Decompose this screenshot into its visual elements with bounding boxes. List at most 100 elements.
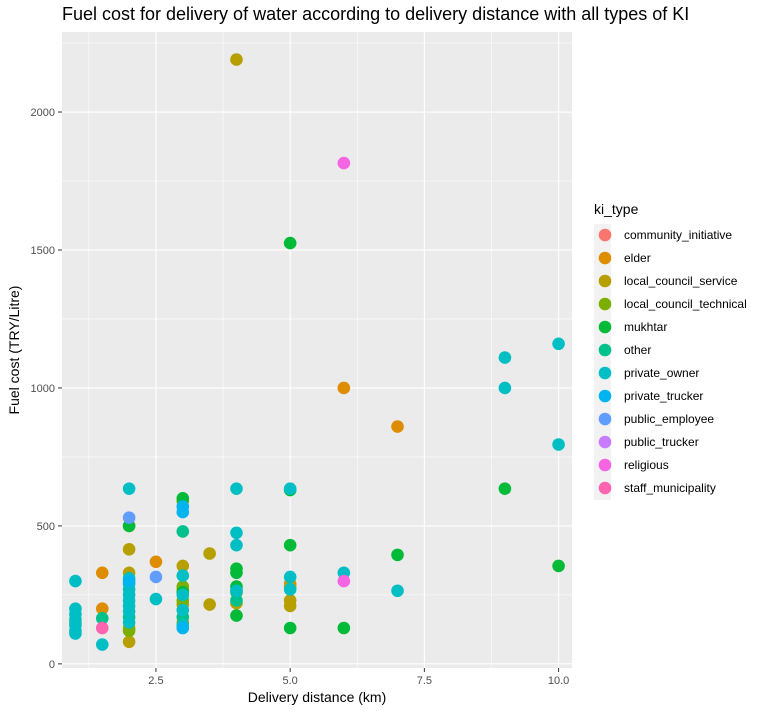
legend-key-private-trucker [598,389,612,403]
data-point-private-owner [69,574,82,588]
data-point-elder [337,381,351,395]
data-point-elder [95,602,109,615]
legend-key-local-council-technical [598,297,612,311]
data-point-private-owner [498,381,512,395]
data-point-private-owner [95,638,109,651]
data-point-mukhtar [230,566,243,580]
data-point-private-trucker [176,505,190,519]
y-axis: 0 500 1000 1500 2000 [31,107,62,671]
data-point-mukhtar [552,559,565,573]
y-tick-label: 2000 [31,107,55,119]
legend-key-other [598,343,612,357]
legend-label: staff_municipality [624,481,716,495]
data-point-staff-municipality [95,621,109,635]
data-point-private-owner [176,569,190,582]
legend-label: mukhtar [624,320,667,334]
data-point-mukhtar [230,609,243,622]
x-tick-label: 5.0 [283,675,298,687]
data-point-private-owner [230,482,243,495]
data-point-mukhtar [283,236,297,250]
x-axis-title: Delivery distance (km) [248,689,386,705]
data-point-private-owner [498,351,512,364]
x-tick-label: 10.0 [548,675,569,687]
y-axis-title: Fuel cost (TRY/Litre) [6,286,22,415]
legend-label: public_employee [624,412,714,426]
data-point-private-owner [69,627,82,640]
minor-gridlines [62,32,572,668]
legend-key-local-council-service [598,274,612,288]
x-axis: 2.5 5.0 7.5 10.0 [148,668,569,687]
legend-label: other [624,343,651,357]
legend-title: ki_type [594,201,639,217]
legend-key-religious [598,458,612,472]
legend-label: local_council_technical [624,297,747,311]
y-tick-label: 1000 [31,383,55,395]
data-point-private-owner [176,603,190,617]
data-point-private-owner [283,570,297,584]
legend-label: public_trucker [624,435,699,449]
data-point-private-owner [149,592,163,606]
data-point-mukhtar [498,482,512,495]
data-point-private-owner [283,583,297,596]
data-point-private-trucker [122,574,136,588]
data-point-private-owner [391,584,404,598]
data-point-private-owner [122,616,136,629]
data-point-private-owner [230,584,243,598]
legend-label: private_trucker [624,389,703,403]
data-point-public-employee [122,511,136,524]
legend-label: elder [624,251,651,265]
data-point-elder [149,555,163,569]
legend-label: community_initiative [624,228,732,242]
legend-key-elder [598,251,612,265]
y-tick-label: 0 [49,659,55,671]
data-point-private-owner [283,482,297,495]
chart-title: Fuel cost for delivery of water accordin… [62,4,689,24]
legend-key-mukhtar [598,320,612,334]
x-tick-label: 7.5 [417,675,432,687]
data-point-public-employee [149,570,163,584]
data-point-elder [95,566,109,580]
data-point-local-council-service [176,559,190,573]
x-tick-label: 2.5 [148,675,163,687]
data-point-private-owner [230,526,243,540]
data-point-local-council-service [203,598,216,611]
data-points [69,53,565,651]
data-point-private-owner [552,438,565,451]
data-point-private-owner [176,588,190,602]
data-point-private-owner [122,482,136,495]
legend-key-community-initiative [598,228,612,242]
legend-key-public-employee [598,412,612,426]
y-tick-label: 500 [37,521,55,533]
legend-label: religious [624,458,669,472]
data-point-private-owner [122,605,136,618]
legend-label: local_council_service [624,274,738,288]
data-point-local-council-service [122,635,136,649]
data-point-mukhtar [337,621,351,635]
data-point-mukhtar [391,548,404,562]
data-point-mukhtar [283,538,297,552]
data-point-religious [337,156,351,170]
data-point-religious [337,574,351,588]
legend-label: private_owner [624,366,699,380]
legend-key-public-trucker [598,435,612,449]
data-point-local-council-service [283,599,297,613]
data-point-other [230,594,243,607]
data-point-local-council-service [122,543,136,556]
data-point-private-owner [552,337,565,351]
legend-key-background [594,224,611,500]
plot-panel [62,32,572,668]
data-point-local-council-service [203,547,216,560]
data-point-elder [391,420,404,433]
data-point-other [176,525,190,538]
legend-key-staff-municipality [598,481,612,495]
data-point-mukhtar [283,621,297,635]
legend-key-private-owner [598,366,612,380]
data-point-private-trucker [176,621,190,635]
data-point-other [95,612,109,625]
data-point-local-council-service [230,53,243,66]
y-tick-label: 1500 [31,245,55,257]
data-point-private-owner [230,538,243,552]
